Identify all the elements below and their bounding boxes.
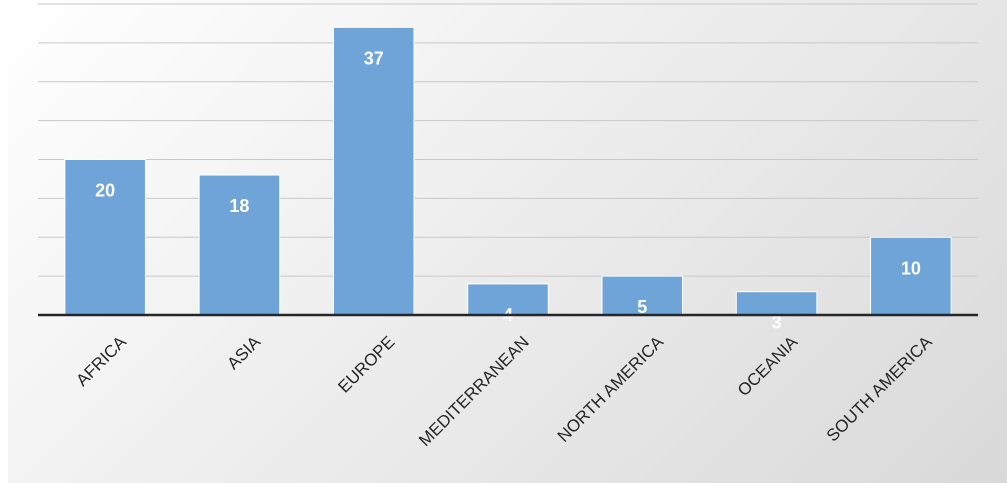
bars [64, 26, 952, 316]
data-label: 3 [772, 313, 782, 333]
x-tick-label: NORTH AMERICA [554, 332, 668, 446]
x-tick-label: SOUTH AMERICA [823, 332, 936, 445]
chart-panel: 20183745310 AFRICAASIAEUROPEMEDITERRANEA… [8, 0, 1007, 483]
gridlines [38, 3, 978, 277]
data-label: 5 [637, 297, 647, 317]
x-tick-label: ASIA [223, 332, 264, 373]
bar-europe [332, 26, 415, 316]
data-label: 37 [364, 48, 384, 68]
data-label: 10 [901, 258, 921, 278]
x-tick-label: EUROPE [334, 332, 398, 396]
bar-mediterranean [467, 283, 549, 316]
bar-oceania [735, 291, 818, 316]
bar-africa [64, 159, 146, 316]
x-tick-label: OCEANIA [734, 332, 802, 400]
data-label: 18 [229, 196, 249, 216]
bar-south-america [870, 236, 952, 316]
bar-chart: 20183745310 AFRICAASIAEUROPEMEDITERRANEA… [38, 3, 978, 450]
x-tick-label: MEDITERRANEAN [415, 332, 533, 450]
bar-north-america [601, 275, 684, 316]
x-tick-label: AFRICA [72, 332, 130, 390]
bar-asia [198, 174, 281, 316]
x-tick-labels: AFRICA ASIA EUROPE MEDITERRANEAN NORTH AMERI… [72, 332, 936, 450]
data-label: 20 [95, 181, 115, 201]
